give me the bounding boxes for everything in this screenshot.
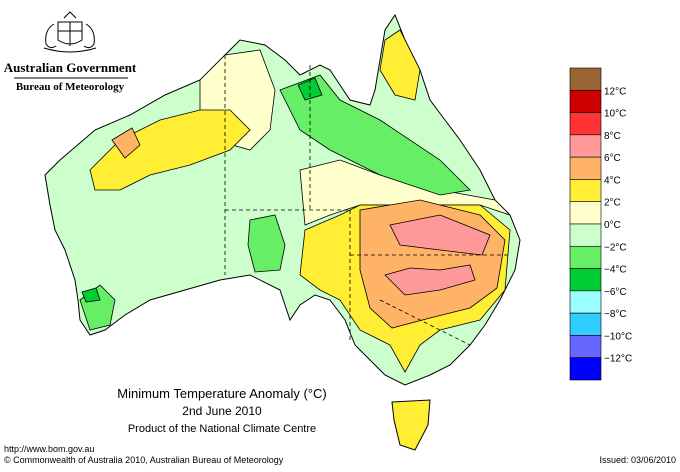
footer-copyright: © Commonwealth of Australia 2010, Austra… <box>4 455 284 465</box>
zone-orange <box>111 127 141 159</box>
australia-map <box>44 13 521 451</box>
legend-label: −10°C <box>604 331 632 342</box>
zone-cool <box>279 74 471 196</box>
legend-label: 8°C <box>604 131 621 142</box>
map-title: Minimum Temperature Anomaly (°C) <box>117 386 326 401</box>
legend-swatch <box>569 156 602 180</box>
legend-label: −6°C <box>604 287 627 298</box>
legend-swatch <box>569 179 602 203</box>
legend-swatch <box>569 67 602 91</box>
map-product: Product of the National Climate Centre <box>128 423 316 435</box>
legend-swatch <box>569 89 602 113</box>
tasmania <box>391 399 431 451</box>
footer-url: http://www.bom.gov.au <box>4 444 94 454</box>
map-date: 2nd June 2010 <box>182 404 262 418</box>
legend-swatch <box>569 335 602 359</box>
legend-label: 4°C <box>604 175 621 186</box>
state-border <box>224 55 510 346</box>
zone-warm <box>379 29 421 101</box>
legend-label: −2°C <box>604 242 627 253</box>
zone-light-warm <box>299 159 511 226</box>
legend-label: 0°C <box>604 220 621 231</box>
legend-label: −12°C <box>604 354 632 365</box>
bureau-name: Bureau of Meteorology <box>16 81 125 93</box>
footer-issued: Issued: 03/06/2010 <box>599 455 676 465</box>
emblem <box>43 11 97 53</box>
agency-name: Australian Government <box>4 60 137 75</box>
legend-swatch <box>569 112 602 136</box>
legend-swatch <box>569 201 602 225</box>
zone-cool <box>247 214 286 273</box>
legend-swatch <box>569 134 602 158</box>
legend-label: 10°C <box>604 109 626 120</box>
legend: 12°C 10°C 8°C 6°C 4°C 2°C 0°C −2°C −4°C −6°C −8°C −… <box>569 67 632 381</box>
legend-swatch <box>569 223 602 247</box>
legend-swatch <box>569 312 602 336</box>
legend-label: 12°C <box>604 86 626 97</box>
legend-swatch <box>569 268 602 292</box>
legend-swatch <box>569 245 602 269</box>
legend-label: −8°C <box>604 309 627 320</box>
legend-label: 2°C <box>604 198 621 209</box>
zone-cold <box>81 287 101 303</box>
legend-label: 6°C <box>604 153 621 164</box>
zone-pink <box>384 264 476 296</box>
legend-swatch <box>569 357 602 381</box>
legend-swatch <box>569 290 602 314</box>
legend-label: −4°C <box>604 265 627 276</box>
zone-pink <box>389 214 491 256</box>
zone-warm <box>89 109 251 191</box>
